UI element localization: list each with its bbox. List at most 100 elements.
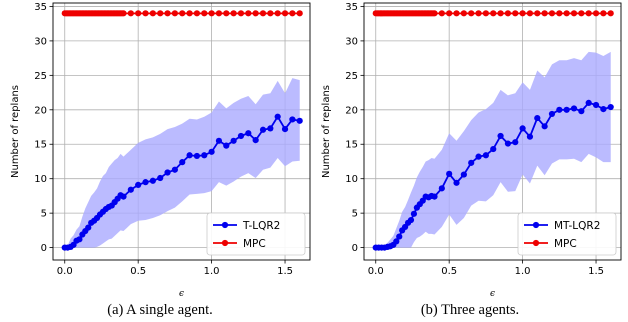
data-point	[149, 10, 156, 17]
data-point	[164, 10, 171, 17]
data-point	[208, 148, 215, 155]
data-point	[438, 10, 445, 17]
y-tick-label: 0	[41, 243, 47, 254]
data-point	[541, 123, 548, 130]
data-point	[578, 10, 585, 17]
y-tick-label: 35	[34, 2, 47, 13]
data-point	[193, 10, 201, 17]
data-point	[289, 116, 296, 123]
data-point	[274, 113, 281, 120]
data-point	[259, 10, 267, 17]
x-axis-label: ϵ	[179, 289, 184, 299]
data-point	[482, 10, 489, 17]
legend-marker	[221, 239, 229, 247]
y-tick-label: 15	[34, 140, 47, 151]
data-point	[127, 10, 134, 17]
data-point	[497, 10, 504, 17]
data-point	[259, 126, 267, 133]
data-point	[230, 10, 237, 17]
data-point	[252, 10, 259, 17]
y-axis-label: Number of replans	[321, 85, 332, 178]
data-point	[446, 10, 453, 17]
data-point	[237, 132, 245, 140]
chart-panel-single-agent: 0.0 0.5 1.0 1.5 0 5 10 15 20 25 30 35 ϵ Number of rep…	[10, 2, 311, 318]
data-point	[296, 10, 303, 17]
data-point	[267, 125, 274, 132]
x-tick-label: 0.5	[130, 266, 146, 277]
data-point	[482, 152, 489, 159]
y-tick-label: 20	[345, 105, 358, 116]
data-point	[230, 137, 237, 144]
data-point	[534, 10, 541, 17]
data-point	[548, 110, 556, 118]
chart-panel-three-agents: 0.0 0.5 1.0 1.5 0 5 10 15 20 25 30 35 ϵ Number of rep…	[321, 2, 622, 318]
data-point	[223, 142, 230, 149]
y-tick-label: 30	[345, 36, 358, 47]
legend-entry: MT-LQR2	[554, 220, 600, 232]
data-point	[127, 186, 134, 193]
y-tick-label: 25	[345, 71, 358, 82]
y-tick-label: 10	[345, 174, 358, 185]
data-point	[519, 125, 526, 132]
data-point	[208, 10, 215, 17]
data-point	[453, 179, 460, 186]
data-point	[526, 133, 534, 140]
x-tick-label: 0.0	[368, 266, 384, 277]
data-point	[570, 105, 578, 112]
data-point	[85, 224, 92, 231]
data-point	[171, 10, 178, 17]
data-point	[296, 117, 303, 124]
data-point	[600, 10, 607, 17]
data-point	[179, 10, 186, 17]
data-point	[438, 185, 445, 192]
x-axis-label: ϵ	[490, 289, 495, 299]
data-point	[281, 10, 289, 17]
data-point	[193, 152, 201, 160]
data-point	[446, 170, 453, 177]
data-point	[519, 10, 526, 17]
data-point	[289, 10, 296, 17]
data-point	[157, 10, 164, 17]
data-point	[223, 10, 230, 17]
data-point	[274, 10, 281, 17]
data-point	[490, 10, 497, 17]
legend-entry: MPC	[554, 238, 577, 250]
data-point	[600, 106, 607, 113]
data-point	[142, 179, 149, 186]
y-tick-label: 0	[352, 243, 358, 254]
data-point	[563, 10, 570, 17]
data-point	[460, 10, 467, 17]
data-point	[585, 99, 592, 107]
data-point	[578, 108, 585, 115]
y-tick-label: 30	[34, 36, 47, 47]
legend-marker	[221, 221, 229, 229]
x-tick-label: 1.5	[588, 266, 604, 277]
data-point	[460, 171, 467, 178]
data-point	[410, 210, 418, 217]
data-point	[407, 216, 415, 224]
data-point	[393, 238, 400, 245]
data-point	[534, 114, 541, 122]
x-tick-label: 1.0	[204, 266, 220, 277]
data-point	[526, 10, 534, 17]
data-point	[556, 106, 563, 113]
legend-entry: T-LQR2	[242, 220, 280, 232]
data-point	[245, 130, 252, 137]
data-point	[512, 10, 519, 17]
x-tick-label: 1.0	[515, 266, 531, 277]
data-point	[607, 10, 614, 17]
y-tick-label: 35	[345, 2, 358, 13]
y-tick-label: 10	[34, 174, 47, 185]
panel-caption: (a) A single agent.	[107, 302, 213, 318]
data-point	[186, 152, 193, 159]
data-point	[431, 193, 438, 200]
data-point	[215, 137, 223, 144]
data-point	[490, 145, 497, 153]
y-tick-label: 25	[34, 71, 47, 82]
data-point	[201, 10, 208, 17]
data-point	[135, 181, 142, 188]
data-point	[475, 10, 482, 17]
data-point	[592, 101, 600, 109]
data-point	[497, 132, 504, 140]
data-point	[201, 152, 208, 159]
